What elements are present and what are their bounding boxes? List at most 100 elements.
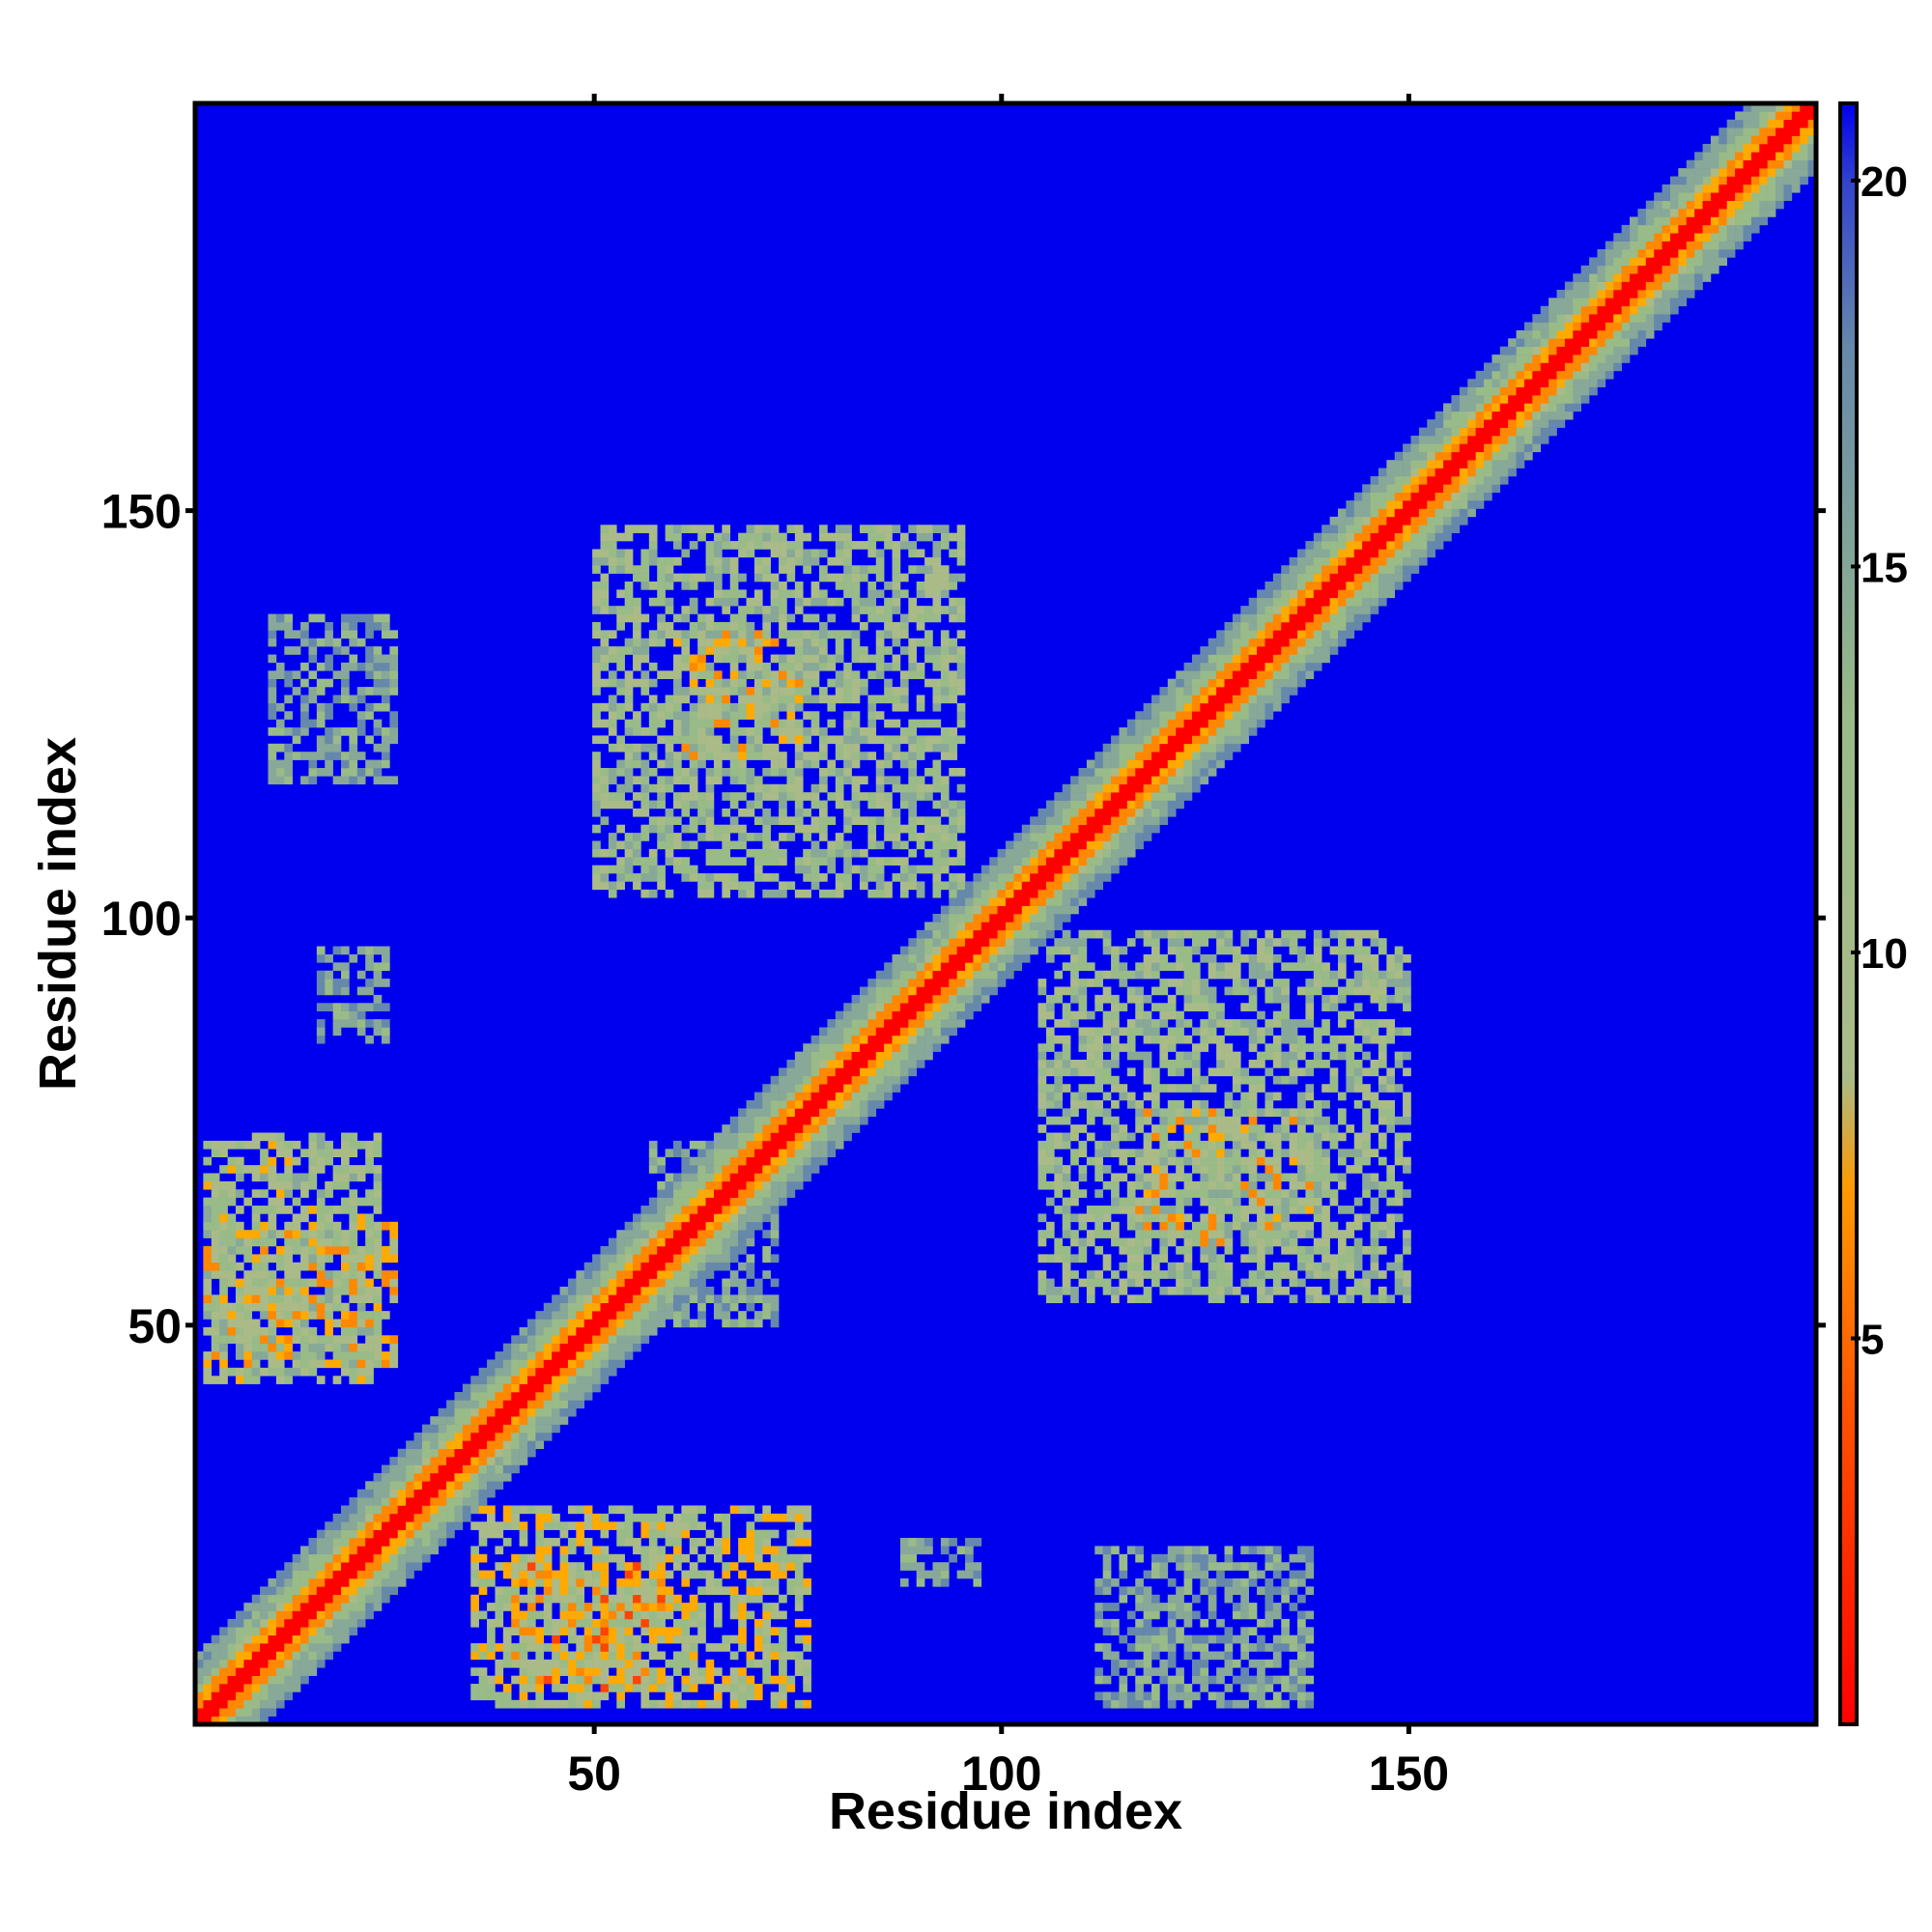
- heatmap-cell: [608, 1627, 617, 1636]
- heatmap-cell: [260, 1618, 269, 1628]
- heatmap-cell: [762, 532, 771, 542]
- heatmap-cell: [633, 1286, 641, 1295]
- heatmap-cell: [843, 719, 852, 728]
- heatmap-cell: [762, 1189, 771, 1198]
- heatmap-cell: [583, 1262, 593, 1271]
- heatmap-cell: [341, 1335, 350, 1344]
- heatmap-cell: [341, 776, 350, 785]
- heatmap-cell: [552, 1594, 560, 1604]
- heatmap-cell: [713, 1699, 723, 1709]
- heatmap-cell: [462, 1383, 471, 1393]
- heatmap-cell: [810, 654, 820, 664]
- heatmap-cell: [770, 1099, 780, 1109]
- heatmap-cell: [916, 1546, 925, 1555]
- heatmap-cell: [325, 1180, 333, 1190]
- heatmap-cell: [608, 525, 617, 533]
- heatmap-cell: [284, 1376, 293, 1384]
- heatmap-cell: [729, 752, 739, 760]
- heatmap-cell: [762, 1610, 771, 1620]
- heatmap-cell: [526, 1699, 536, 1709]
- heatmap-cell: [746, 800, 755, 810]
- heatmap-cell: [616, 1675, 625, 1685]
- heatmap-cell: [640, 865, 650, 874]
- heatmap-cell: [381, 1553, 390, 1563]
- heatmap-cell: [851, 994, 861, 1004]
- heatmap-cell: [365, 1570, 374, 1579]
- heatmap-cell: [665, 1221, 674, 1231]
- heatmap-cell: [697, 573, 706, 582]
- heatmap-cell: [1054, 833, 1064, 841]
- heatmap-cell: [713, 1294, 723, 1304]
- heatmap-cell: [729, 1505, 739, 1515]
- heatmap-cell: [681, 1262, 691, 1271]
- heatmap-cell: [235, 1643, 244, 1652]
- heatmap-cell: [495, 1416, 504, 1425]
- heatmap-cell: [275, 1206, 285, 1214]
- heatmap-cell: [624, 857, 634, 866]
- heatmap-cell: [908, 1027, 918, 1037]
- heatmap-cell: [681, 525, 691, 533]
- heatmap-cell: [949, 824, 957, 834]
- heatmap-cell: [673, 702, 682, 712]
- heatmap-cell: [916, 1570, 925, 1579]
- heatmap-cell: [608, 743, 617, 753]
- heatmap-cell: [389, 1254, 399, 1264]
- heatmap-cell: [762, 1084, 771, 1093]
- heatmap-cell: [1054, 840, 1064, 850]
- heatmap-cell: [819, 565, 828, 574]
- heatmap-cell: [219, 1643, 228, 1652]
- heatmap-cell: [753, 1538, 763, 1547]
- heatmap-cell: [835, 889, 844, 898]
- heatmap-cell: [316, 1594, 326, 1604]
- heatmap-cell: [576, 1691, 585, 1701]
- heatmap-cell: [356, 1278, 366, 1288]
- heatmap-cell: [559, 1376, 569, 1384]
- heatmap-cell: [511, 1675, 520, 1685]
- heatmap-cell: [356, 1343, 366, 1352]
- heatmap-cell: [316, 735, 326, 745]
- heatmap-cell: [689, 800, 698, 810]
- heatmap-cell: [827, 1043, 837, 1052]
- heatmap-cell: [762, 1546, 771, 1555]
- heatmap-cell: [762, 1651, 771, 1661]
- heatmap-cell: [949, 532, 957, 542]
- heatmap-cell: [325, 1206, 333, 1214]
- heatmap-cell: [689, 824, 698, 834]
- heatmap-cell: [211, 1230, 220, 1238]
- heatmap-cell: [875, 549, 885, 558]
- heatmap-cell: [373, 719, 383, 728]
- heatmap-cell: [592, 840, 601, 850]
- heatmap-cell: [753, 833, 763, 841]
- heatmap-cell: [681, 1245, 691, 1255]
- heatmap-cell: [389, 1245, 399, 1255]
- heatmap-cell: [746, 638, 755, 647]
- heatmap-cell: [325, 743, 333, 753]
- heatmap-cell: [389, 1230, 399, 1238]
- heatmap-cell: [389, 1278, 399, 1288]
- heatmap-cell: [251, 1351, 261, 1360]
- heatmap-cell: [316, 1270, 326, 1279]
- heatmap-cell: [762, 702, 771, 712]
- heatmap-cell: [738, 711, 747, 720]
- heatmap-cell: [268, 621, 277, 631]
- heatmap-cell: [397, 1546, 407, 1555]
- heatmap-cell: [689, 792, 698, 801]
- heatmap-cell: [819, 816, 828, 826]
- heatmap-cell: [341, 1003, 350, 1011]
- heatmap-cell: [689, 1505, 698, 1515]
- heatmap-cell: [308, 1237, 318, 1247]
- heatmap-cell: [421, 1440, 431, 1450]
- heatmap-cell: [753, 743, 763, 753]
- heatmap-cell: [1054, 808, 1064, 817]
- heatmap-cell: [738, 1319, 747, 1328]
- heatmap-cell: [332, 1027, 342, 1037]
- heatmap-cell: [803, 678, 811, 688]
- heatmap-cell: [843, 881, 852, 891]
- heatmap-cell: [875, 662, 885, 671]
- heatmap-cell: [325, 1634, 333, 1644]
- heatmap-cell: [779, 1699, 787, 1709]
- heatmap-cell: [495, 1546, 504, 1555]
- heatmap-cell: [980, 946, 990, 955]
- heatmap-cell: [908, 848, 918, 858]
- heatmap-cell: [535, 1659, 545, 1668]
